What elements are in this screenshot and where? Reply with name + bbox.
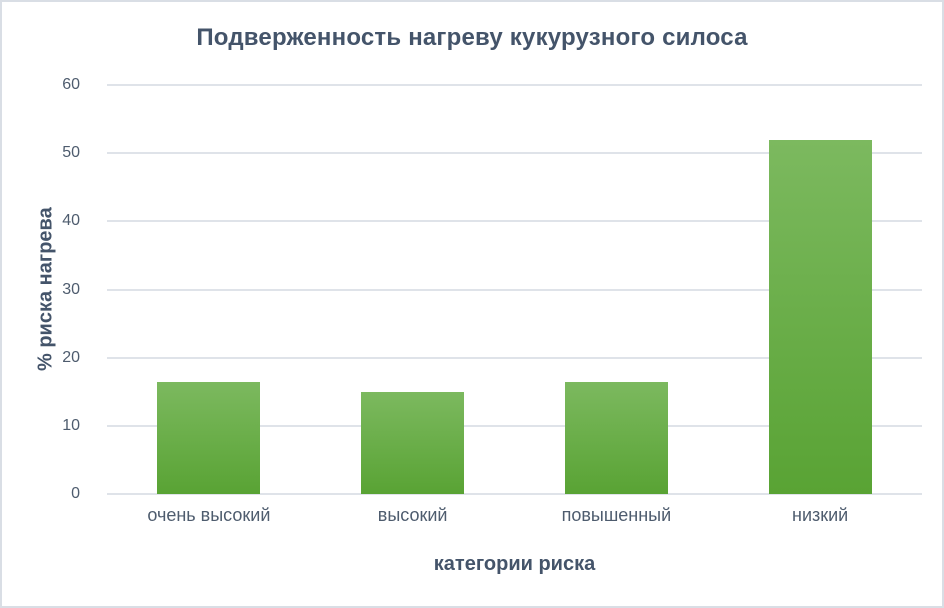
bar [157,381,261,494]
y-tick-label: 0 [71,485,80,502]
y-tick-label: 60 [62,76,80,93]
gridline [107,220,922,223]
gridline [107,356,922,359]
y-tick-label: 20 [62,348,80,366]
gridline [107,152,922,155]
y-tick-label: 10 [62,416,80,434]
bar-slot [718,85,922,494]
bar-slot [515,85,719,494]
x-category-label: повышенный [561,505,672,525]
gridline [107,493,922,495]
bar [768,139,872,494]
y-tick-label: 30 [62,280,80,298]
bar-series [107,85,922,494]
plot-area [107,84,922,495]
gridline [107,424,922,427]
y-tick-label: 40 [62,212,80,230]
bar-slot [311,85,515,494]
chart-title: Подверженность нагреву кукурузного силос… [196,24,748,51]
bar [564,381,668,494]
bar-slot [107,85,311,494]
y-axis-tick-labels: 0 10 20 30 40 50 60 [2,76,94,502]
x-axis-category-labels: очень высокий высокий повышенный низкий [107,505,922,526]
y-tick-label: 50 [62,144,80,162]
x-category-label: очень высокий [147,505,271,525]
gridline [107,84,922,86]
gridlines [107,84,922,495]
x-category-label: высокий [377,505,448,525]
bar [361,391,465,494]
x-axis-title: категории риска [433,553,596,575]
gridline [107,288,922,291]
x-category-label: низкий [792,505,849,525]
